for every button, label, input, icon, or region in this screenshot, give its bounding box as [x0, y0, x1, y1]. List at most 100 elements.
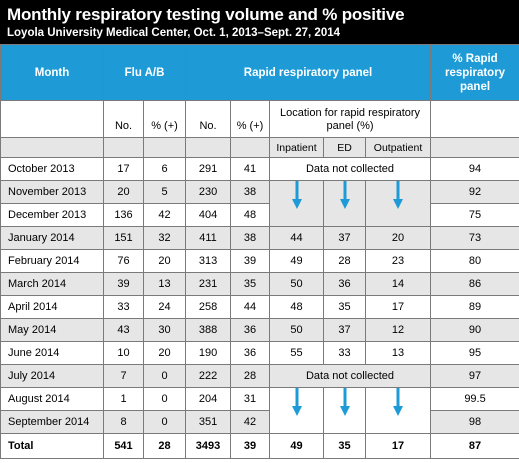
arrow-cell-ed — [323, 180, 367, 227]
table-row: October 2013 17 6 291 41 Data not collected 94 — [0, 157, 519, 181]
cell-rrp-pct: 41 — [230, 157, 271, 181]
cell-rrp-no: 231 — [185, 272, 232, 296]
cell-flu-pct: 6 — [142, 157, 187, 181]
cell-flu-pct: 24 — [142, 295, 187, 319]
cell-month: February 2014 — [0, 249, 104, 273]
subheader-row: No. % (+) No. % (+) Location for rapid r… — [0, 100, 519, 138]
total-pct-rrp: 87 — [430, 433, 519, 459]
cell-month: October 2013 — [0, 157, 104, 181]
col-header-pct-rrp: % Rapid respiratory panel — [430, 44, 519, 101]
total-flu-pct: 28 — [142, 433, 187, 459]
cell-outpatient: 14 — [365, 272, 432, 296]
cell-pct-rrp: 86 — [430, 272, 519, 296]
col-header-month: Month — [0, 44, 104, 101]
cell-flu-no: 151 — [103, 226, 144, 250]
cell-rrp-no: 351 — [185, 410, 232, 434]
cell-inpatient: 44 — [269, 226, 325, 250]
table-row: June 2014 10 20 190 36 55 33 13 95 — [0, 341, 519, 365]
cell-month: December 2013 — [0, 203, 104, 227]
cell-flu-pct: 20 — [142, 249, 187, 273]
cell-pct-rrp: 80 — [430, 249, 519, 273]
subheader-rrp-pct: % (+) — [230, 100, 271, 138]
cell-flu-pct: 0 — [142, 410, 187, 434]
cell-rrp-pct: 28 — [230, 364, 271, 388]
subheader-empty — [0, 100, 104, 138]
cell-rrp-no: 222 — [185, 364, 232, 388]
cell-month: April 2014 — [0, 295, 104, 319]
subheader-location: Location for rapid respiratory panel (%) — [269, 100, 432, 138]
header-row: Month Flu A/B Rapid respiratory panel % … — [0, 44, 519, 101]
arrow-cell-outpatient — [365, 180, 432, 227]
total-ed: 35 — [323, 433, 367, 459]
down-arrow-icon — [291, 181, 302, 209]
cell-ed: 33 — [323, 341, 367, 365]
cell-flu-no: 43 — [103, 318, 144, 342]
cell-ed: 37 — [323, 226, 367, 250]
table-row: February 2014 76 20 313 39 49 28 23 80 — [0, 249, 519, 273]
col-header-flu: Flu A/B — [102, 44, 187, 101]
cell-flu-no: 7 — [103, 364, 144, 388]
total-inpatient: 49 — [269, 433, 325, 459]
cell-flu-no: 39 — [103, 272, 144, 296]
cell-flu-pct: 32 — [142, 226, 187, 250]
down-arrow-icon — [339, 388, 350, 416]
cell-flu-no: 17 — [103, 157, 144, 181]
total-outpatient: 17 — [365, 433, 432, 459]
cell-pct-rrp: 94 — [430, 157, 519, 181]
cell-flu-no: 33 — [103, 295, 144, 319]
cell-outpatient: 23 — [365, 249, 432, 273]
cell-month: June 2014 — [0, 341, 104, 365]
cell-ed: 37 — [323, 318, 367, 342]
cell-rrp-pct: 36 — [230, 318, 271, 342]
cell-flu-pct: 0 — [142, 387, 187, 411]
cell-inpatient: 50 — [269, 272, 325, 296]
cell-inpatient: 55 — [269, 341, 325, 365]
cell-rrp-no: 313 — [185, 249, 232, 273]
cell-pct-rrp: 89 — [430, 295, 519, 319]
cell-rrp-no: 258 — [185, 295, 232, 319]
cell-rrp-no: 204 — [185, 387, 232, 411]
col-header-rrp: Rapid respiratory panel — [185, 44, 432, 101]
cell-rrp-no: 230 — [185, 180, 232, 204]
subheader-flu-no: No. — [103, 100, 144, 138]
cell-rrp-pct: 31 — [230, 387, 271, 411]
cell-rrp-pct: 38 — [230, 180, 271, 204]
arrow-cell-inpatient — [269, 180, 325, 227]
cell-rrp-pct: 35 — [230, 272, 271, 296]
cell-flu-no: 1 — [103, 387, 144, 411]
table-row: July 2014 7 0 222 28 Data not collected 97 — [0, 364, 519, 388]
cell-flu-pct: 13 — [142, 272, 187, 296]
table-row: September 2014 8 0 351 42 98 — [0, 410, 519, 434]
cell-outpatient: 20 — [365, 226, 432, 250]
down-arrow-icon — [393, 181, 404, 209]
total-flu-no: 541 — [103, 433, 144, 459]
cell-pct-rrp: 73 — [430, 226, 519, 250]
total-rrp-pct: 39 — [230, 433, 271, 459]
table-row: May 2014 43 30 388 36 50 37 12 90 — [0, 318, 519, 342]
cell-pct-rrp: 75 — [430, 203, 519, 227]
arrow-cell-inpatient — [269, 387, 325, 434]
not-collected-note: Data not collected — [269, 364, 432, 388]
cell-rrp-pct: 42 — [230, 410, 271, 434]
down-arrow-icon — [339, 181, 350, 209]
table-body: October 2013 17 6 291 41 Data not collected 94… — [0, 157, 519, 459]
subheader-empty-right — [430, 100, 519, 138]
cell-month: March 2014 — [0, 272, 104, 296]
cell-inpatient: 48 — [269, 295, 325, 319]
cell-rrp-pct: 48 — [230, 203, 271, 227]
location-header-row: Inpatient ED Outpatient — [0, 137, 519, 158]
subheader-flu-pct: % (+) — [142, 100, 187, 138]
cell-pct-rrp: 95 — [430, 341, 519, 365]
cell-outpatient: 13 — [365, 341, 432, 365]
down-arrow-icon — [393, 388, 404, 416]
cell-flu-no: 8 — [103, 410, 144, 434]
data-table: Month Flu A/B Rapid respiratory panel % … — [0, 44, 519, 459]
cell-ed: 28 — [323, 249, 367, 273]
cell-rrp-no: 404 — [185, 203, 232, 227]
cell-pct-rrp: 90 — [430, 318, 519, 342]
page-title: Monthly respiratory testing volume and %… — [7, 5, 405, 24]
cell-month: September 2014 — [0, 410, 104, 434]
cell-rrp-no: 190 — [185, 341, 232, 365]
cell-flu-pct: 20 — [142, 341, 187, 365]
